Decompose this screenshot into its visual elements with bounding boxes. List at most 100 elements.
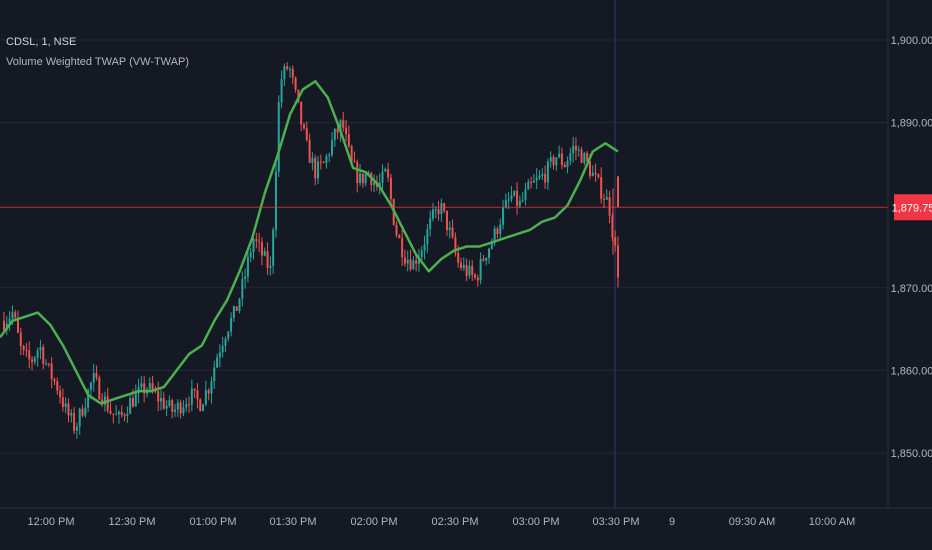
candle-body bbox=[373, 182, 376, 185]
price-axis[interactable]: 1,900.00 1,890.00 1,870.00 1,860.00 1,850.00 bbox=[891, 35, 932, 460]
candle-body bbox=[70, 412, 73, 416]
candle-body bbox=[89, 382, 92, 390]
candle-body bbox=[216, 357, 219, 368]
candle-body bbox=[451, 227, 454, 237]
candle-body bbox=[95, 373, 98, 378]
candle-body bbox=[117, 412, 120, 415]
candle-body bbox=[241, 279, 244, 299]
candle-body bbox=[92, 373, 95, 383]
candlesticks bbox=[3, 62, 619, 439]
candle-body bbox=[617, 245, 619, 278]
candle-body bbox=[574, 145, 577, 151]
candle-body bbox=[148, 383, 151, 390]
candle-body bbox=[39, 346, 42, 351]
candle-body bbox=[544, 173, 547, 183]
candle-body bbox=[586, 153, 589, 162]
candle-body bbox=[294, 77, 297, 90]
time-tick-label: 09:30 AM bbox=[729, 516, 775, 528]
candle-body bbox=[179, 402, 182, 414]
candle-body bbox=[569, 153, 572, 161]
candle-body bbox=[199, 399, 202, 411]
candle-body bbox=[417, 257, 420, 264]
candle-body bbox=[555, 157, 558, 166]
candle-body bbox=[300, 101, 303, 125]
candle-body bbox=[193, 388, 196, 391]
time-tick-label: 02:30 PM bbox=[431, 516, 478, 528]
candle-body bbox=[524, 189, 527, 200]
candle-body bbox=[364, 174, 367, 184]
candle-body bbox=[521, 199, 524, 201]
candle-body bbox=[204, 390, 207, 405]
candle-body bbox=[359, 173, 362, 184]
candle-body bbox=[617, 176, 619, 208]
candle-body bbox=[516, 190, 519, 206]
candle-body bbox=[384, 169, 387, 172]
candle-body bbox=[53, 379, 56, 382]
candle-body bbox=[202, 404, 205, 411]
candle-body bbox=[269, 265, 272, 268]
candle-body bbox=[176, 402, 179, 410]
candle-body bbox=[518, 200, 521, 206]
candle-body bbox=[614, 237, 617, 246]
candle-body bbox=[381, 171, 384, 183]
time-axis[interactable]: 12:00 PM 12:30 PM 01:00 PM 01:30 PM 02:00 PM… bbox=[27, 516, 855, 528]
time-tick-label: 01:30 PM bbox=[269, 516, 316, 528]
candle-body bbox=[109, 410, 112, 414]
candle-body bbox=[50, 363, 53, 380]
candle-body bbox=[165, 405, 168, 409]
candle-body bbox=[260, 242, 263, 256]
candle-body bbox=[549, 156, 552, 162]
candle-body bbox=[305, 128, 308, 140]
candle-body bbox=[336, 128, 339, 133]
candle-body bbox=[280, 79, 283, 103]
time-tick-label: 9 bbox=[669, 516, 675, 528]
candle-body bbox=[423, 244, 426, 251]
candle-body bbox=[440, 203, 443, 215]
candle-body bbox=[115, 414, 118, 416]
candle-body bbox=[510, 195, 513, 200]
candle-body bbox=[84, 407, 87, 416]
price-tick-label: 1,860.00 bbox=[891, 365, 932, 377]
candle-body bbox=[471, 265, 474, 275]
candle-body bbox=[468, 265, 471, 276]
vwtwap-line bbox=[0, 80, 619, 405]
price-tick-label: 1,890.00 bbox=[891, 118, 932, 130]
candle-body bbox=[106, 396, 109, 411]
candle-body bbox=[361, 173, 364, 184]
candle-body bbox=[123, 414, 126, 416]
candle-body bbox=[600, 177, 603, 199]
candle-body bbox=[235, 306, 238, 311]
candle-body bbox=[457, 252, 460, 263]
candle-body bbox=[580, 149, 583, 163]
candle-body bbox=[168, 400, 171, 406]
candle-body bbox=[213, 367, 216, 382]
candle-body bbox=[288, 68, 291, 70]
candle-body bbox=[291, 68, 294, 78]
candle-body bbox=[541, 173, 544, 176]
candle-body bbox=[445, 210, 448, 231]
candle-body bbox=[535, 177, 538, 181]
candle-body bbox=[387, 169, 390, 178]
candle-body bbox=[401, 237, 404, 258]
candle-body bbox=[283, 66, 286, 80]
candle-body bbox=[112, 413, 115, 415]
candle-body bbox=[409, 259, 412, 270]
candle-body bbox=[182, 407, 185, 414]
symbol-title[interactable]: CDSL, 1, NSE bbox=[6, 36, 77, 48]
candle-body bbox=[577, 149, 580, 151]
candle-body bbox=[207, 390, 210, 394]
candle-body bbox=[218, 352, 221, 358]
indicator-title[interactable]: Volume Weighted TWAP (VW-TWAP) bbox=[6, 56, 189, 68]
chart-legend: CDSL, 1, NSE Volume Weighted TWAP (VW-TW… bbox=[6, 32, 189, 72]
candle-body bbox=[558, 153, 561, 158]
candle-body bbox=[61, 397, 64, 408]
candle-body bbox=[448, 227, 451, 231]
price-tick-label: 1,870.00 bbox=[891, 283, 932, 295]
candle-body bbox=[588, 161, 591, 177]
candle-body bbox=[608, 197, 611, 216]
candle-body bbox=[493, 228, 496, 243]
candle-body bbox=[454, 236, 457, 253]
candle-body bbox=[42, 346, 45, 364]
candle-body bbox=[11, 312, 14, 319]
